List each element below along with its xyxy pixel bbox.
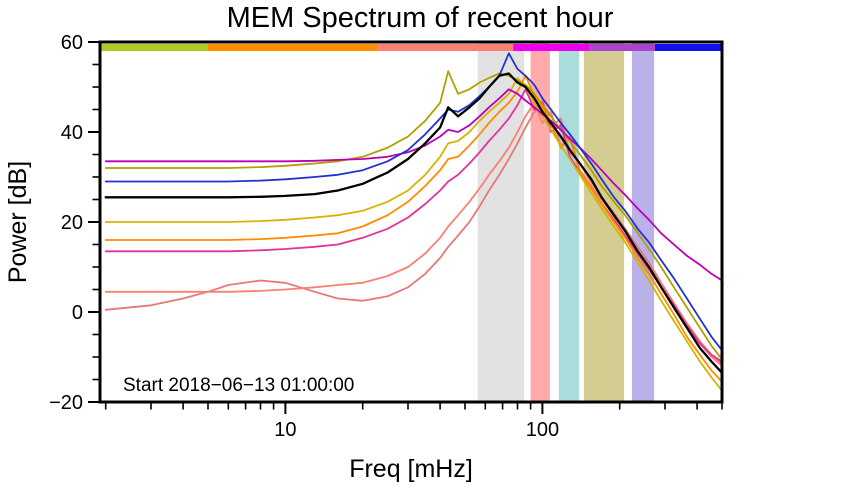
series-olive [104, 70, 723, 361]
top-bar-segment-blue [654, 44, 722, 51]
y-tick-label: 60 [61, 32, 83, 54]
top-bar-segment-orange [208, 44, 379, 51]
start-time-annotation: Start 2018−06−13 01:00:00 [123, 375, 354, 396]
series-pink [104, 88, 723, 363]
plot-layers: 10 100 −20 0 20 40 60 [49, 32, 724, 441]
y-tick-label: 40 [61, 122, 83, 144]
band-khaki [583, 42, 625, 402]
band-red [530, 42, 550, 402]
band-cyan [558, 42, 580, 402]
y-tick-label: −20 [49, 392, 83, 414]
series-orange [104, 74, 723, 383]
chart-title: MEM Spectrum of recent hour [227, 2, 614, 34]
x-tick-label: 100 [526, 419, 559, 441]
x-axis-label: Freq [mHz] [349, 455, 473, 483]
series-blue [104, 52, 723, 352]
band-lavender [631, 42, 655, 402]
y-axis-label: Power [dB] [4, 161, 32, 283]
series-yellow [104, 77, 723, 392]
top-bar-segment-chartreuse [100, 44, 208, 51]
series-mean-black [104, 72, 724, 374]
top-bar-segment-purple [589, 44, 655, 51]
plot-frame [98, 40, 724, 404]
top-bar-segment-salmon [378, 44, 514, 51]
x-tick-label: 10 [274, 419, 296, 441]
series-salmon-light [104, 99, 723, 365]
axis-ticks: 10 100 −20 0 20 40 60 [49, 32, 723, 441]
series-magenta [104, 88, 723, 282]
y-tick-label: 0 [72, 302, 83, 324]
y-tick-label: 20 [61, 212, 83, 234]
top-bar-segment-magenta [513, 44, 590, 51]
